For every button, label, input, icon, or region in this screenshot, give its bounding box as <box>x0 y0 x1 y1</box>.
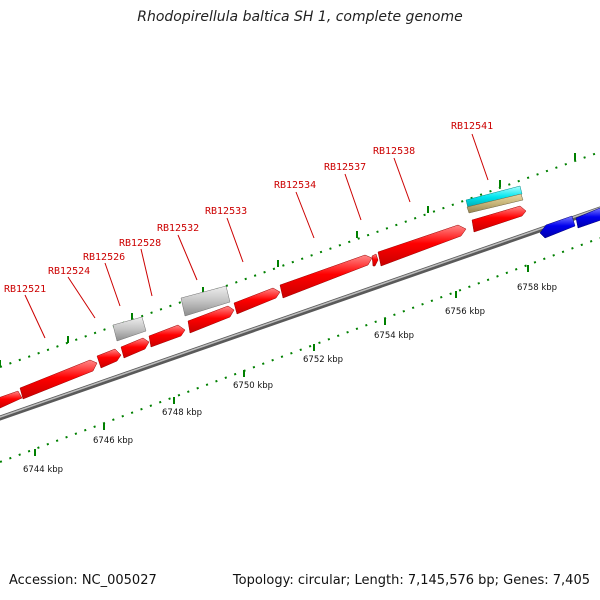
kbp-label: 6756 kbp <box>445 307 485 317</box>
kbp-labels: 6744 kbp 6746 kbp 6748 kbp 6750 kbp 6752… <box>23 283 557 475</box>
inner-dotted-ring <box>0 237 600 463</box>
map-title: Rhodopirellula baltica SH 1, complete ge… <box>137 9 463 25</box>
misc-features <box>465 185 524 214</box>
reverse-genes <box>539 207 600 239</box>
label-leaders <box>24 133 489 339</box>
gene-labels: RB12521 RB12524 RB12526 RB12528 RB12532 … <box>4 121 493 295</box>
gene-arrow <box>96 348 122 369</box>
tan-feature <box>466 193 524 214</box>
kbp-label: 6750 kbp <box>233 381 273 391</box>
kbp-label: 6748 kbp <box>162 408 202 418</box>
gene-label: RB12538 <box>373 146 415 157</box>
gene-label: RB12541 <box>451 121 493 132</box>
gene-arrow <box>233 287 281 315</box>
gene-arrow <box>377 224 467 267</box>
gene-label: RB12534 <box>274 180 316 191</box>
gene-arrow <box>0 390 23 409</box>
gene-label: RB12533 <box>205 206 247 217</box>
kbp-label: 6758 kbp <box>517 283 557 293</box>
rna-feature <box>180 285 231 317</box>
gene-label: RB12524 <box>48 266 90 277</box>
gene-arrow <box>575 207 600 229</box>
inner-ring-ticks <box>34 265 529 456</box>
genome-backbone <box>0 206 600 421</box>
outer-dotted-ring <box>0 151 600 368</box>
gene-arrow <box>371 253 379 267</box>
gene-arrow <box>19 359 98 400</box>
gene-arrow <box>279 254 373 299</box>
gene-arrow <box>471 205 527 233</box>
gene-label: RB12537 <box>324 162 366 173</box>
kbp-label: 6744 kbp <box>23 465 63 475</box>
gene-arrow <box>148 324 186 348</box>
gene-arrow <box>120 337 150 359</box>
kbp-label: 6752 kbp <box>303 355 343 365</box>
gene-arrow <box>187 305 235 334</box>
genome-stats-text: Topology: circular; Length: 7,145,576 bp… <box>232 573 590 588</box>
gene-label: RB12526 <box>83 252 125 263</box>
rna-feature <box>112 316 147 342</box>
gene-label: RB12532 <box>157 223 199 234</box>
gene-arrow <box>539 215 576 239</box>
kbp-label: 6746 kbp <box>93 436 133 446</box>
accession-text: Accession: NC_005027 <box>9 573 157 588</box>
gene-label: RB12528 <box>119 238 161 249</box>
forward-genes <box>0 205 527 409</box>
gene-label: RB12521 <box>4 284 46 295</box>
cyan-feature <box>465 185 523 209</box>
kbp-label: 6754 kbp <box>374 331 414 341</box>
rna-features <box>112 285 231 342</box>
